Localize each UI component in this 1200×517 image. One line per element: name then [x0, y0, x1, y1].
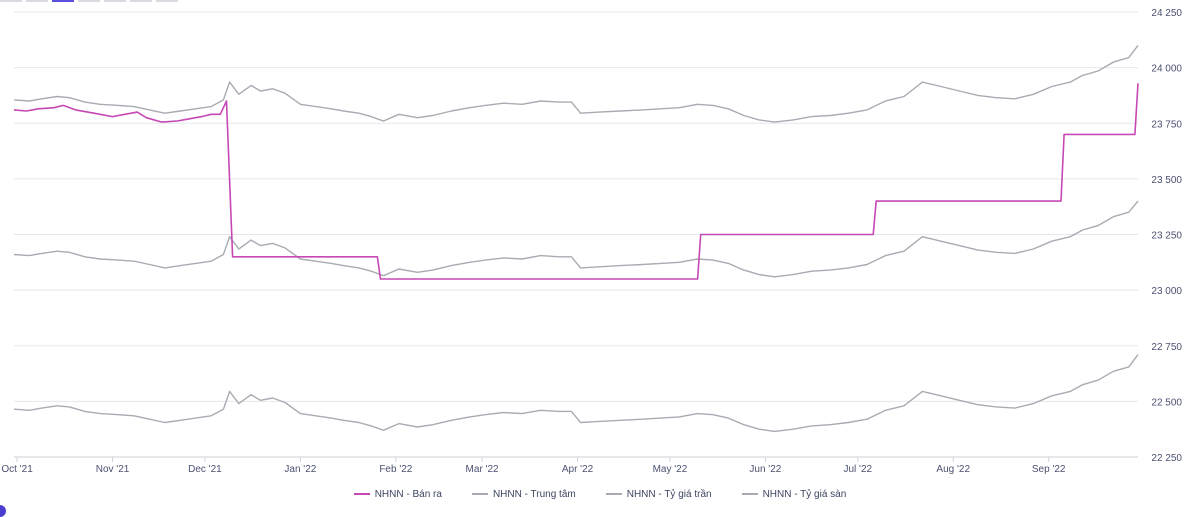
legend-label: NHNN - Trung tâm	[492, 488, 576, 500]
x-tick-label: Sep '22	[1032, 464, 1066, 475]
x-tick-label: Jun '22	[749, 464, 781, 475]
help-bubble-icon[interactable]	[0, 505, 6, 517]
x-tick-label: Oct '21	[1, 464, 33, 475]
legend-swatch	[471, 493, 488, 495]
range-tab[interactable]	[156, 0, 178, 2]
legend-item[interactable]: NHNN - Tỷ giá trần	[605, 488, 712, 500]
range-tab[interactable]	[104, 0, 126, 2]
x-tick-label: Aug '22	[936, 464, 970, 475]
y-tick-label: 24 000	[1151, 64, 1182, 75]
y-tick-label: 24 250	[1151, 8, 1182, 19]
x-tick-label: Feb '22	[379, 464, 412, 475]
legend-swatch	[605, 493, 622, 495]
y-tick-label: 22 250	[1151, 453, 1182, 464]
x-tick-label: Dec '21	[188, 464, 222, 475]
legend-swatch	[741, 493, 758, 495]
y-tick-label: 22 500	[1151, 397, 1182, 408]
x-tick-label: Mar '22	[466, 464, 499, 475]
legend-item[interactable]: NHNN - Bán ra	[353, 488, 442, 500]
x-tick-label: Jan '22	[284, 464, 316, 475]
y-tick-label: 23 000	[1151, 286, 1182, 297]
x-axis: Oct '21 Nov '21 Dec '21 Jan '22 Feb '22 Mar '…	[1, 456, 1138, 475]
x-tick-label: Nov '21	[96, 464, 130, 475]
y-tick-label: 23 500	[1151, 175, 1182, 186]
legend: NHNN - Bán ra NHNN - Trung tâm NHNN - Tỷ g…	[0, 484, 1200, 504]
y-tick-label: 23 250	[1151, 231, 1182, 242]
legend-item[interactable]: NHNN - Tỷ giá sàn	[741, 488, 847, 500]
y-tick-label: 22 750	[1151, 342, 1182, 353]
range-tab[interactable]	[26, 0, 48, 2]
x-tick-label: May '22	[653, 464, 688, 475]
series-line-1	[13, 200, 1139, 278]
range-tab-active[interactable]	[52, 0, 74, 2]
series-layer	[13, 44, 1139, 433]
grid-lines	[14, 11, 1138, 458]
y-tick-label: 23 750	[1151, 119, 1182, 130]
x-tick-label: Apr '22	[562, 464, 594, 475]
range-tab[interactable]	[130, 0, 152, 2]
y-axis: 24 250 24 000 23 750 23 500 23 250 23 000 22 7…	[1151, 8, 1182, 464]
legend-label: NHNN - Tỷ giá sàn	[762, 488, 847, 500]
range-tab[interactable]	[0, 0, 22, 2]
legend-item[interactable]: NHNN - Trung tâm	[471, 488, 576, 500]
legend-label: NHNN - Bán ra	[374, 488, 442, 500]
series-line-0	[13, 83, 1139, 280]
x-tick-label: Jul '22	[843, 464, 872, 475]
range-selector-strip	[0, 0, 260, 2]
legend-swatch	[353, 493, 370, 495]
series-line-3	[13, 354, 1139, 433]
range-tab[interactable]	[78, 0, 100, 2]
series-line-2	[13, 44, 1139, 123]
legend-label: NHNN - Tỷ giá trần	[626, 488, 712, 500]
